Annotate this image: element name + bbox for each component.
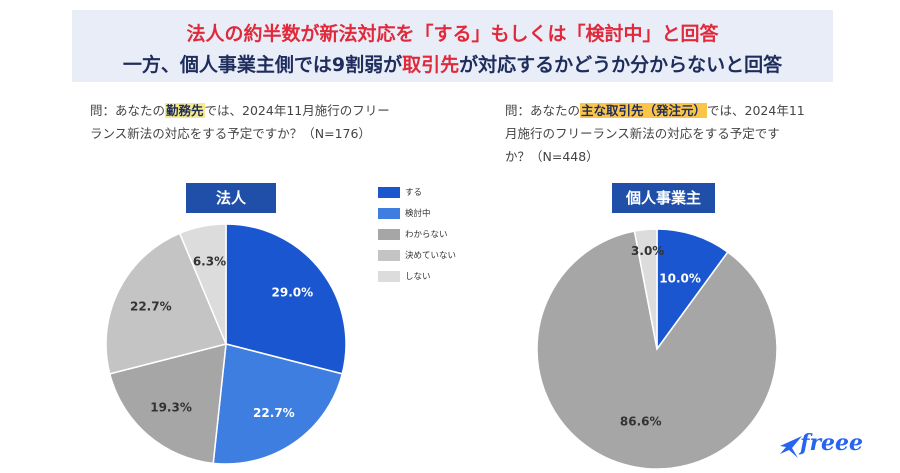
pie-slice-1-4 (633, 228, 658, 350)
legend-item-2: わからない (378, 228, 498, 242)
headline-line-2: 一方、個人事業主側では9割弱が取引先が対応するかどうか分からないと回答 (72, 50, 833, 77)
question-right: 問：あなたの主な取引先（発注元）では、2024年11 月施行のフリーランス新法の… (505, 99, 805, 168)
freee-logo: freee (778, 430, 870, 464)
question-right-text-3: か？（N=448） (505, 149, 599, 164)
pie-label-0-0: 29.0% (272, 286, 314, 300)
pie-label-0-1: 22.7% (253, 406, 295, 420)
question-right-text-2: 月施行のフリーランス新法の対応をする予定です (505, 126, 780, 141)
pie-slice-1-2 (536, 230, 778, 470)
pie-label-1-2: 86.6% (620, 415, 662, 429)
pie-slice-0-0 (225, 223, 347, 375)
question-right-prefix: 問：あなたの (505, 103, 581, 118)
legend-swatch-1 (378, 208, 400, 219)
chart-title-corporation: 法人 (186, 183, 276, 213)
headline-line-1: 法人の約半数が新法対応を「する」もしくは「検討中」と回答 (72, 19, 833, 46)
question-left-text-1: では、2024年11月施行のフリー (204, 103, 390, 118)
question-left-highlight: 勤務先 (165, 103, 205, 118)
pie-slice-0-2 (108, 343, 227, 465)
question-left: 問：あなたの勤務先では、2024年11月施行のフリー ランス新法の対応をする予定… (90, 99, 390, 145)
headline-line-2-part-1: 一方、個人事業主側では9割弱が (122, 54, 403, 76)
pie-label-1-0: 10.0% (659, 271, 701, 285)
pie-label-0-2: 19.3% (150, 401, 192, 415)
pie-label-0-4: 6.3% (193, 255, 226, 269)
legend-swatch-0 (378, 187, 400, 198)
question-left-prefix: 問：あなたの (90, 103, 166, 118)
pie-slice-0-3 (105, 232, 228, 375)
legend-label-4: しない (405, 272, 431, 282)
bird-icon (780, 436, 802, 458)
legend-swatch-3 (378, 250, 400, 261)
pie-slice-0-1 (212, 343, 344, 465)
legend-label-0: する (405, 188, 423, 198)
legend-label-2: わからない (405, 230, 448, 240)
legend-label-3: 決めていない (405, 251, 457, 261)
legend-item-0: する (378, 186, 498, 200)
headline-line-2-part-2: が対応するかどうか分からないと回答 (459, 54, 783, 76)
question-right-text-1: では、2024年11 (707, 103, 805, 118)
logo-text: freee (800, 430, 864, 456)
legend-swatch-2 (378, 229, 400, 240)
legend-item-1: 検討中 (378, 207, 498, 221)
pie-label-1-4: 3.0% (631, 244, 664, 258)
legend-item-3: 決めていない (378, 249, 498, 263)
headline-line-1-text: 法人の約半数が新法対応を「する」もしくは「検討中」と回答 (186, 23, 719, 45)
headline-banner: 法人の約半数が新法対応を「する」もしくは「検討中」と回答 一方、個人事業主側では… (72, 10, 833, 82)
pie-slice-0-4 (178, 223, 227, 345)
legend-label-1: 検討中 (405, 209, 431, 219)
chart-title-sole-proprietor: 個人事業主 (612, 183, 715, 213)
pie-label-0-3: 22.7% (130, 300, 172, 314)
question-left-text-2: ランス新法の対応をする予定ですか？（N=176） (90, 126, 371, 141)
question-right-highlight: 主な取引先（発注元） (580, 103, 708, 118)
pie-slice-1-0 (656, 228, 729, 352)
legend-swatch-4 (378, 271, 400, 282)
headline-line-2-emphasis: 取引先 (402, 54, 460, 76)
legend-item-4: しない (378, 270, 498, 284)
